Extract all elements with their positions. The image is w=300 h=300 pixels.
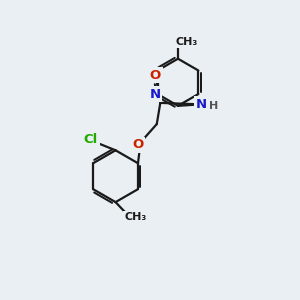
Text: Cl: Cl: [84, 134, 98, 146]
Text: N: N: [196, 98, 207, 111]
Text: H: H: [209, 101, 218, 111]
Text: O: O: [133, 138, 144, 151]
Text: CH₃: CH₃: [175, 37, 197, 47]
Text: CH₃: CH₃: [124, 212, 147, 222]
Text: N: N: [150, 88, 161, 100]
Text: O: O: [150, 69, 161, 82]
